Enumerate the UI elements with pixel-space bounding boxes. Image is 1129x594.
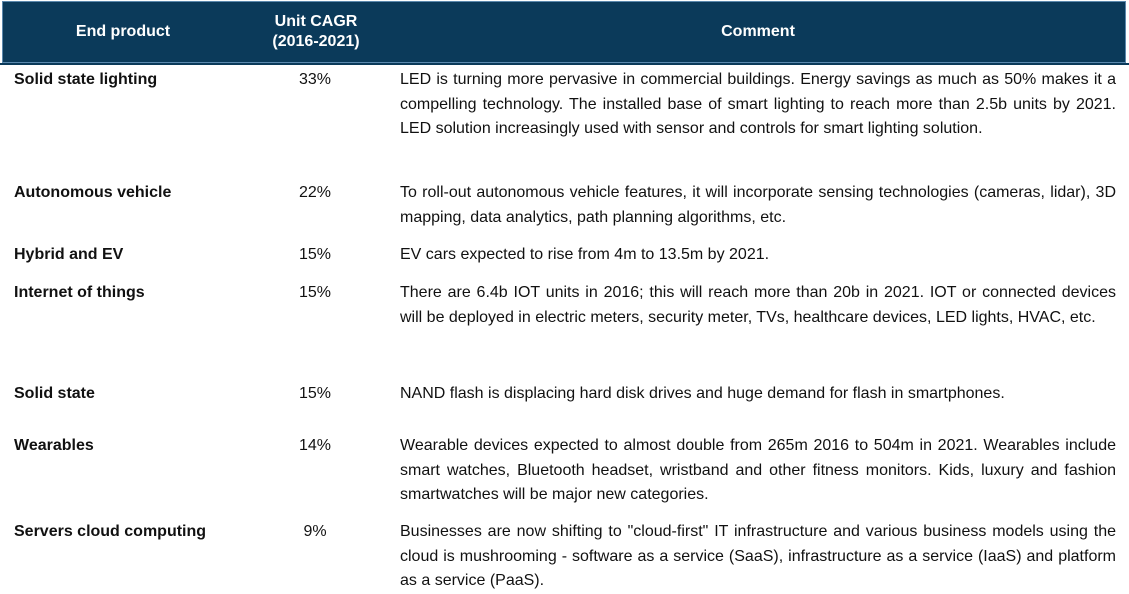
header-unit-cagr-line2: (2016-2021)	[272, 33, 360, 50]
row-cagr: 14%	[298, 437, 332, 454]
row-product: Hybrid and EV	[14, 246, 124, 263]
header-comment: Comment	[721, 23, 795, 40]
row-cagr: 15%	[298, 246, 332, 263]
row-comment: To roll-out autonomous vehicle features,…	[400, 184, 1116, 226]
row-comment: EV cars expected to rise from 4m to 13.5…	[400, 246, 770, 263]
row-comment: There are 6.4b IOT units in 2016; this w…	[400, 284, 1116, 326]
row-comment: Wearable devices expected to almost doub…	[400, 437, 1116, 503]
header-end-product: End product	[75, 23, 171, 40]
row-cagr: 15%	[298, 284, 332, 301]
row-product: Wearables	[14, 437, 94, 454]
row-cagr: 33%	[298, 71, 332, 88]
row-comment: Businesses are now shifting to "cloud-fi…	[400, 523, 1116, 589]
table-header: End product Unit CAGR (2016-2021) Commen…	[2, 1, 1126, 63]
row-product: Solid state	[14, 385, 95, 402]
row-product: Autonomous vehicle	[14, 184, 172, 201]
row-product: Internet of things	[14, 284, 145, 301]
row-cagr: 9%	[303, 523, 327, 540]
header-unit-cagr-line1: Unit CAGR	[274, 13, 358, 30]
row-product: Solid state lighting	[14, 71, 158, 88]
row-product: Servers cloud computing	[14, 523, 207, 540]
header-divider	[0, 63, 1129, 65]
row-comment: NAND flash is displacing hard disk drive…	[400, 385, 1005, 402]
row-cagr: 22%	[298, 184, 332, 201]
header-unit-cagr: Unit CAGR (2016-2021)	[243, 2, 389, 62]
row-cagr: 15%	[298, 385, 332, 402]
row-comment: LED is turning more pervasive in commerc…	[400, 71, 1116, 137]
